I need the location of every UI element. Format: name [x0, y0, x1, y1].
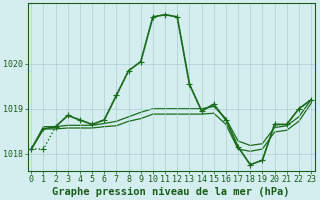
X-axis label: Graphe pression niveau de la mer (hPa): Graphe pression niveau de la mer (hPa) — [52, 186, 290, 197]
